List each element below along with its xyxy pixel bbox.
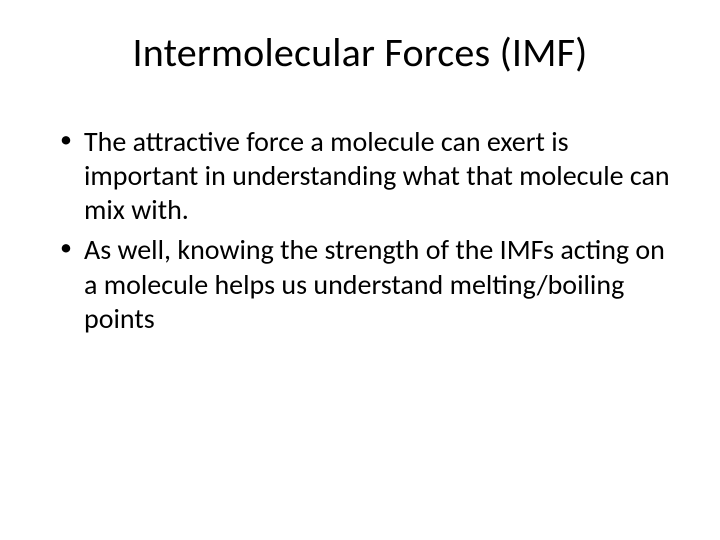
list-item: The attractive force a molecule can exer…	[56, 125, 672, 227]
slide: Intermolecular Forces (IMF) The attracti…	[0, 0, 720, 540]
list-item: As well, knowing the strength of the IMF…	[56, 233, 672, 335]
bullet-list: The attractive force a molecule can exer…	[48, 125, 672, 336]
slide-title: Intermolecular Forces (IMF)	[48, 28, 672, 77]
